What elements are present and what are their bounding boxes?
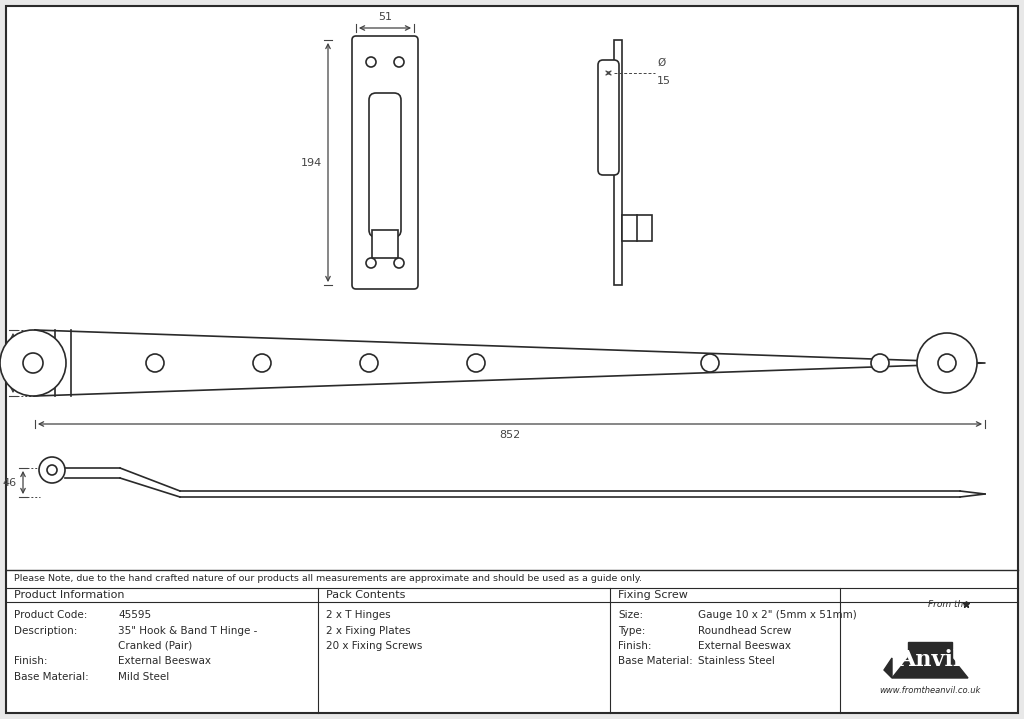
Text: Description:: Description: bbox=[14, 626, 78, 636]
Text: 45595: 45595 bbox=[118, 610, 152, 620]
Circle shape bbox=[360, 354, 378, 372]
Circle shape bbox=[146, 354, 164, 372]
Text: Stainless Steel: Stainless Steel bbox=[698, 656, 775, 667]
Text: 2 x Fixing Plates: 2 x Fixing Plates bbox=[326, 626, 411, 636]
Text: 46: 46 bbox=[3, 477, 17, 487]
Text: 194: 194 bbox=[301, 157, 322, 168]
Circle shape bbox=[871, 354, 889, 372]
Text: 51: 51 bbox=[378, 12, 392, 22]
Text: Product Code:: Product Code: bbox=[14, 610, 87, 620]
Text: Pack Contents: Pack Contents bbox=[326, 590, 406, 600]
Text: Fixing Screw: Fixing Screw bbox=[618, 590, 688, 600]
Circle shape bbox=[366, 57, 376, 67]
Circle shape bbox=[467, 354, 485, 372]
Text: Anvil: Anvil bbox=[898, 649, 962, 671]
Text: 35" Hook & Band T Hinge -: 35" Hook & Band T Hinge - bbox=[118, 626, 257, 636]
Text: Finish:: Finish: bbox=[618, 641, 651, 651]
Circle shape bbox=[394, 258, 404, 268]
Polygon shape bbox=[908, 642, 952, 658]
Text: Type:: Type: bbox=[618, 626, 645, 636]
Circle shape bbox=[47, 465, 57, 475]
Text: Cranked (Pair): Cranked (Pair) bbox=[118, 641, 193, 651]
Text: Roundhead Screw: Roundhead Screw bbox=[698, 626, 792, 636]
Bar bbox=[622, 215, 652, 241]
FancyBboxPatch shape bbox=[598, 60, 618, 175]
Text: Base Material:: Base Material: bbox=[618, 656, 693, 667]
Text: 15: 15 bbox=[657, 76, 671, 86]
Text: Mild Steel: Mild Steel bbox=[118, 672, 169, 682]
Circle shape bbox=[918, 333, 977, 393]
Text: Finish:: Finish: bbox=[14, 656, 47, 667]
Circle shape bbox=[366, 258, 376, 268]
Text: Product Information: Product Information bbox=[14, 590, 125, 600]
Text: External Beeswax: External Beeswax bbox=[118, 656, 211, 667]
Circle shape bbox=[394, 57, 404, 67]
Polygon shape bbox=[892, 658, 968, 678]
Circle shape bbox=[0, 330, 66, 396]
Polygon shape bbox=[884, 658, 892, 678]
Text: Ø: Ø bbox=[657, 58, 666, 68]
Text: External Beeswax: External Beeswax bbox=[698, 641, 791, 651]
Text: Size:: Size: bbox=[618, 610, 643, 620]
Text: 20 x Fixing Screws: 20 x Fixing Screws bbox=[326, 641, 422, 651]
FancyBboxPatch shape bbox=[369, 93, 401, 237]
Bar bbox=[614, 40, 622, 285]
Circle shape bbox=[938, 354, 956, 372]
Text: Please Note, due to the hand crafted nature of our products all measurements are: Please Note, due to the hand crafted nat… bbox=[14, 574, 642, 583]
FancyBboxPatch shape bbox=[352, 36, 418, 289]
Bar bbox=[372, 230, 398, 258]
Polygon shape bbox=[35, 330, 985, 396]
Text: 2 x T Hinges: 2 x T Hinges bbox=[326, 610, 390, 620]
Text: www.fromtheanvil.co.uk: www.fromtheanvil.co.uk bbox=[880, 686, 981, 695]
Circle shape bbox=[701, 354, 719, 372]
Circle shape bbox=[39, 457, 65, 483]
Circle shape bbox=[253, 354, 271, 372]
Text: From the: From the bbox=[928, 600, 969, 609]
Text: Gauge 10 x 2" (5mm x 51mm): Gauge 10 x 2" (5mm x 51mm) bbox=[698, 610, 857, 620]
Circle shape bbox=[23, 353, 43, 373]
Text: 68: 68 bbox=[0, 358, 7, 368]
Text: 852: 852 bbox=[500, 430, 520, 440]
Text: Base Material:: Base Material: bbox=[14, 672, 89, 682]
